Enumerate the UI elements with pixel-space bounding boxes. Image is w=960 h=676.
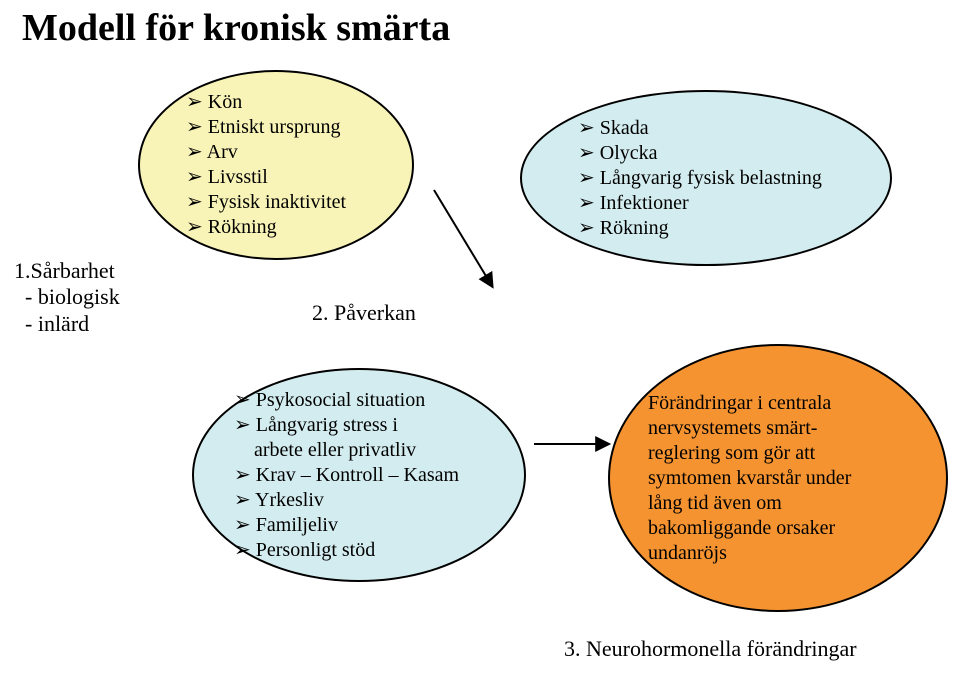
- node-list-line: ➢ Skada: [578, 116, 649, 141]
- node-list-line: ➢ Olycka: [578, 141, 658, 166]
- node-list-line: reglering som gör att: [648, 441, 815, 466]
- node-list-line: ➢ Krav – Kontroll – Kasam: [234, 463, 459, 488]
- label-neuro: 3. Neurohormonella förändringar: [564, 636, 857, 662]
- node-list-line: lång tid även om: [648, 491, 782, 516]
- node-list-line: ➢ Rökning: [186, 215, 277, 240]
- node-list-line: ➢ Fysisk inaktivitet: [186, 190, 346, 215]
- label-paverkan: 2. Påverkan: [312, 300, 416, 326]
- node-list-line: bakomliggande orsaker: [648, 516, 835, 541]
- node-list-line: ➢ Infektioner: [578, 191, 689, 216]
- node-list-line: ➢ Yrkesliv: [234, 488, 324, 513]
- node-list-line: ➢ Psykosocial situation: [234, 388, 425, 413]
- diagram-canvas: Modell för kronisk smärta ➢ Kön➢ Etniskt…: [0, 0, 960, 676]
- diagram-title: Modell för kronisk smärta: [22, 6, 450, 50]
- node-list-line: ➢ Livsstil: [186, 165, 268, 190]
- node-list-line: nervsystemets smärt-: [648, 416, 817, 441]
- node-list-line: ➢ Personligt stöd: [234, 538, 375, 563]
- node-list-line: undanröjs: [648, 541, 727, 566]
- node-list-line: ➢ Arv: [186, 140, 238, 165]
- node-list-line: ➢ Rökning: [578, 216, 669, 241]
- node-injury-factors: ➢ Skada➢ Olycka➢ Långvarig fysisk belast…: [520, 90, 892, 266]
- node-list-line: ➢ Kön: [186, 90, 242, 115]
- node-list-line: ➢ Familjeliv: [234, 513, 338, 538]
- node-list-line: ➢ Etniskt ursprung: [186, 115, 341, 140]
- node-list-line: ➢ Långvarig fysisk belastning: [578, 166, 822, 191]
- node-psychosocial-factors: ➢ Psykosocial situation➢ Långvarig stres…: [192, 368, 526, 582]
- node-list-line: arbete eller privatliv: [234, 438, 416, 463]
- node-vulnerability-factors: ➢ Kön➢ Etniskt ursprung➢ Arv➢ Livsstil➢ …: [138, 70, 414, 260]
- node-list-line: ➢ Långvarig stress i: [234, 413, 398, 438]
- node-list-line: Förändringar i centrala: [648, 391, 831, 416]
- node-list-line: symtomen kvarstår under: [648, 466, 851, 491]
- node-central-changes: Förändringar i centralanervsystemets smä…: [608, 344, 948, 612]
- label-sarbarhet: 1.Sårbarhet - biologisk - inlärd: [14, 258, 120, 337]
